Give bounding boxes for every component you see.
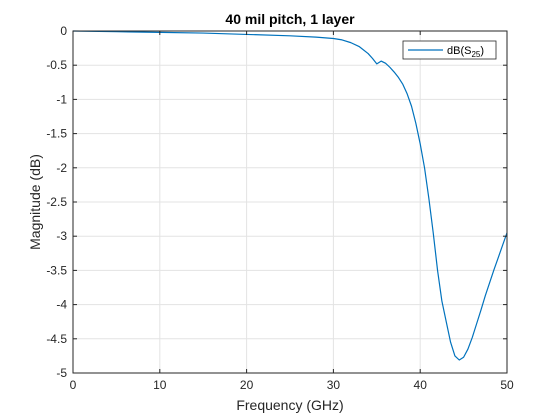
legend-entry-tail: ) [480,45,484,57]
x-tick-label: 30 [327,378,341,392]
legend-entry: dB(S25) [447,45,484,59]
chart-title: 40 mil pitch, 1 layer [225,11,355,27]
grid [73,31,507,373]
y-axis-label: Magnitude (dB) [27,154,43,250]
y-tick-label: -3 [56,229,67,243]
y-tick-label: -0.5 [46,58,67,72]
x-tick-label: 40 [414,378,428,392]
legend-entry-subscript: 25 [471,50,480,59]
legend-box [402,40,497,60]
y-tick-label: -3.5 [46,263,67,277]
y-tick-label: -2.5 [46,195,67,209]
ticks [72,30,508,374]
legend-entry-main: dB(S [447,45,471,57]
y-tick-label: -4.5 [46,332,67,346]
y-tick-label: 0 [60,24,67,38]
y-tick-label: -2 [56,161,67,175]
legend: dB(S25) [402,40,497,60]
x-axis-label: Frequency (GHz) [236,397,343,413]
x-tick-label: 50 [500,378,514,392]
x-tick-label: 10 [153,378,167,392]
y-tick-label: -1.5 [46,127,67,141]
y-tick-label: -5 [56,366,67,380]
y-tick-label: -4 [56,298,67,312]
x-tick-label: 20 [240,378,254,392]
y-tick-label: -1 [56,92,67,106]
series-layer [72,30,508,361]
x-tick-label: 0 [70,378,77,392]
series-line [72,30,508,361]
tick-labels: 0 10 20 30 40 50 0 -0.5 -1 -1.5 -2 -2.5 -3 -3.5 -4 -4.5… [46,24,514,392]
